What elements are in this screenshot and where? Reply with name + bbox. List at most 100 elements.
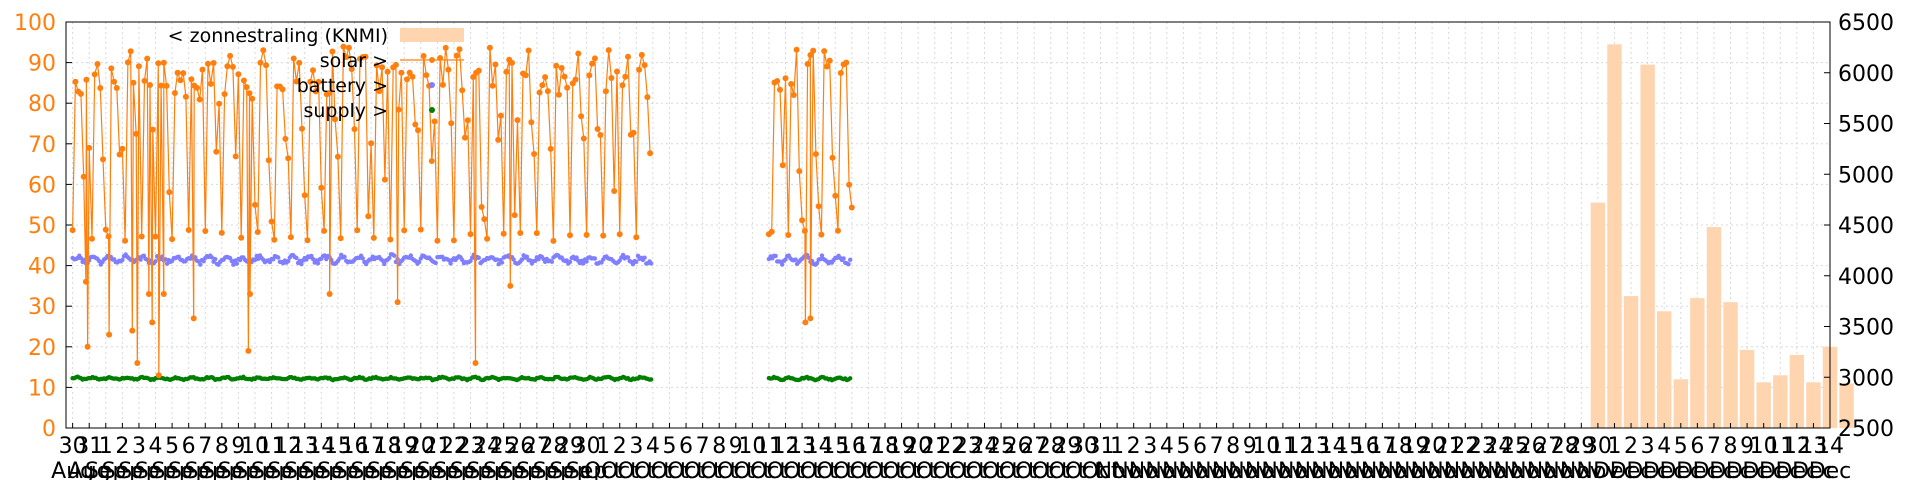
legend-label: < zonnestraling (KNMI) (168, 25, 388, 47)
solar-point (384, 68, 391, 75)
supply-point (848, 376, 853, 381)
solar-point (340, 43, 347, 50)
solar-point (622, 73, 629, 80)
left-tick-label: 30 (28, 295, 56, 320)
x-tick-month-label: Nov (1444, 459, 1487, 480)
battery-point (322, 253, 327, 258)
radiation-bar (1590, 202, 1606, 428)
solar-point (398, 69, 405, 76)
solar-point (484, 235, 491, 242)
solar-point (312, 88, 319, 95)
solar-point (495, 136, 502, 143)
left-tick-label: 70 (28, 133, 56, 158)
solar-point (160, 291, 167, 297)
x-tick-day-label: 12 (772, 434, 800, 459)
solar-point (442, 44, 449, 51)
battery-point (408, 253, 413, 258)
x-tick-day-label: 11 (258, 434, 286, 459)
x-tick-month-label: Nov (1560, 459, 1603, 480)
x-tick-month-label: Nov (1328, 459, 1371, 480)
solar-point (243, 84, 250, 91)
solar-point (387, 236, 394, 243)
solar-point (578, 113, 585, 120)
solar-point (472, 360, 479, 366)
right-tick-label: 4500 (1838, 214, 1894, 239)
x-tick-month-label: Dec (1776, 459, 1819, 480)
solar-point (124, 59, 131, 66)
x-tick-day-label: 23 (954, 434, 982, 459)
battery-point (433, 260, 438, 266)
solar-point (478, 204, 485, 210)
solar-point (213, 148, 220, 155)
solar-point (481, 216, 488, 223)
radiation-bar (1673, 379, 1688, 428)
battery-point (310, 256, 316, 262)
solar-point (782, 75, 789, 82)
x-tick-day-label: 17 (357, 434, 385, 459)
x-tick-month-label: Nov (1212, 459, 1255, 480)
x-tick-month-label: Nov (1311, 459, 1354, 480)
right-tick-label: 5500 (1838, 113, 1894, 138)
right-tick-label: 4000 (1838, 265, 1894, 290)
legend-swatch-point (429, 107, 435, 113)
x-tick-month-label: Oct (650, 459, 688, 480)
x-tick-month-label: Nov (1477, 459, 1520, 480)
solar-point (249, 95, 256, 102)
solar-point (141, 77, 148, 84)
x-tick-day-label: 25 (1501, 434, 1529, 459)
x-tick-month-label: Oct (584, 459, 622, 480)
battery-point (97, 258, 102, 264)
x-tick-day-label: 18 (374, 434, 402, 459)
x-tick-day-label: 17 (854, 434, 882, 459)
x-tick-day-label: 31 (75, 434, 103, 459)
supply-layer (70, 374, 853, 383)
legend-swatch-point (429, 57, 435, 63)
x-tick-day-label: 23 (457, 434, 485, 459)
x-tick-day-label: 12 (1783, 434, 1811, 459)
solar-point (130, 79, 137, 86)
solar-point (177, 77, 184, 84)
x-tick-day-label: 11 (1269, 434, 1297, 459)
x-tick-month-label: Dec (1676, 459, 1719, 480)
battery-point (476, 255, 481, 260)
x-tick-day-label: 2 (1624, 434, 1638, 459)
x-tick-day-label: 3 (1641, 434, 1655, 459)
x-tick-day-label: 5 (165, 434, 179, 459)
solar-point (459, 87, 466, 94)
solar-point (199, 66, 206, 73)
left-tick-label: 10 (28, 376, 56, 401)
x-tick-month-label: Sep (566, 459, 607, 480)
x-tick-month-label: Oct (1048, 459, 1086, 480)
x-tick-day-label: 1 (1110, 434, 1124, 459)
x-tick-month-label: Nov (1494, 459, 1537, 480)
battery-point (382, 261, 387, 267)
x-tick-month-label: Oct (1065, 459, 1103, 480)
battery-point (819, 253, 825, 258)
x-tick-day-label: 27 (1020, 434, 1048, 459)
solar-point (633, 234, 640, 241)
solar-point (296, 59, 303, 66)
battery-point (234, 261, 239, 266)
solar-point (343, 54, 350, 60)
x-tick-day-label: 3 (629, 434, 643, 459)
x-tick-month-label: Oct (949, 459, 987, 480)
solar-point (182, 93, 189, 100)
x-tick-month-label: Sep (367, 459, 408, 480)
battery-point (841, 256, 846, 261)
radiation-bar (1723, 302, 1738, 428)
solar-point (180, 70, 187, 77)
solar-point (100, 156, 106, 163)
battery-point (213, 256, 218, 262)
solar-point (145, 291, 152, 297)
solar-point (221, 91, 228, 98)
left-tick-label: 60 (28, 173, 56, 198)
x-tick-day-label: 28 (539, 434, 567, 459)
x-tick-day-label: 10 (738, 434, 766, 459)
x-tick-month-label: Sep (218, 459, 259, 480)
solar-point (149, 126, 156, 133)
x-tick-month-label: Nov (1112, 459, 1155, 480)
x-tick-day-label: 12 (274, 434, 302, 459)
left-tick-label: 50 (28, 214, 56, 239)
solar-point (807, 52, 814, 58)
x-tick-day-label: 3 (1143, 434, 1157, 459)
